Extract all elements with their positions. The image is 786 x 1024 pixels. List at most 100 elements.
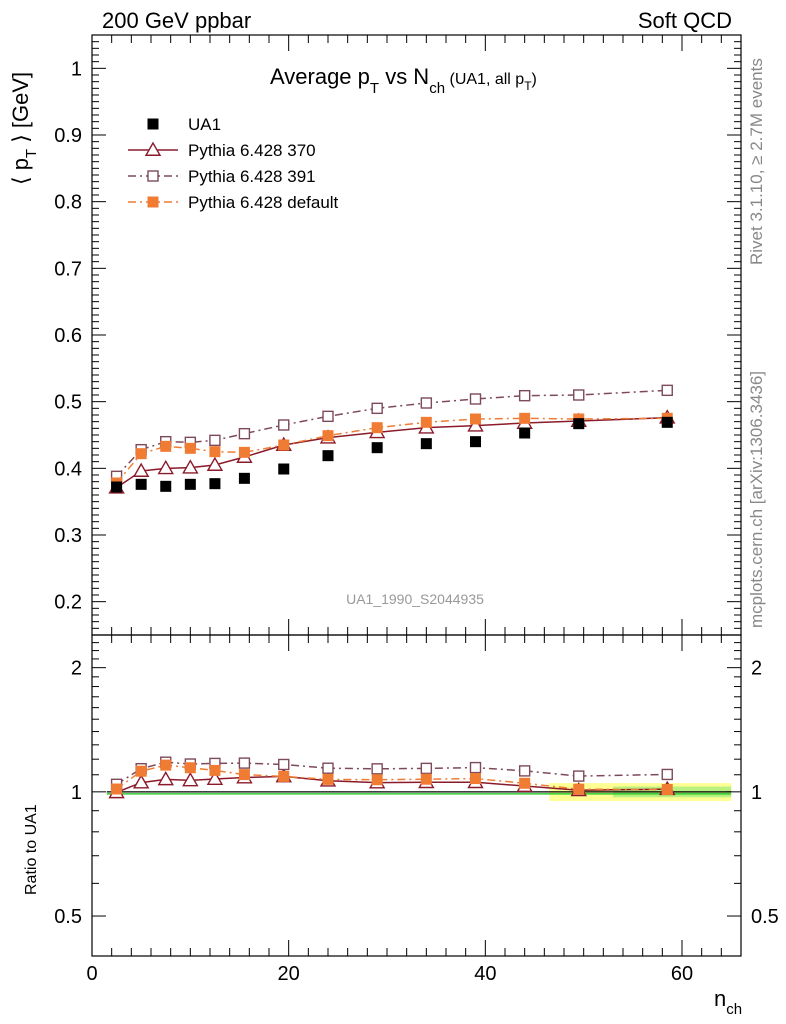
ratio-data-point (573, 770, 585, 782)
x-tick-label: 60 (671, 963, 693, 985)
rivet-version-label: Rivet 3.1.10, ≥ 2.7M events (747, 58, 766, 265)
main-y-tick-label: 0.4 (54, 458, 82, 480)
main-data-point (206, 456, 224, 471)
ratio-data-point (111, 783, 123, 795)
legend-label: Pythia 6.428 391 (188, 167, 316, 186)
ratio-data-point (160, 759, 172, 771)
ratio-data-point (278, 758, 290, 771)
ratio-y-tick-label: 1 (71, 782, 82, 804)
main-data-point (519, 412, 531, 424)
main-data-point (322, 430, 334, 442)
legend-marker (147, 118, 159, 130)
ratio-data-point (322, 762, 334, 774)
main-data-point (132, 462, 150, 477)
main-y-axis-label: ⟨ pT ⟩ [GeV] (8, 72, 40, 185)
analysis-watermark: UA1_1990_S2044935 (346, 591, 484, 607)
ratio-data-point (135, 765, 147, 777)
main-y-tick-label: 0.7 (54, 258, 82, 280)
main-data-point (238, 446, 250, 458)
ratio-data-point (278, 770, 290, 782)
main-y-tick-label: 0.8 (54, 192, 82, 214)
legend-item: Pythia 6.428 default (128, 193, 339, 212)
ratio-data-point (132, 774, 150, 789)
main-data-point (278, 463, 290, 475)
main-data-point (573, 389, 585, 401)
main-data-point (209, 446, 221, 458)
main-data-point (238, 472, 250, 484)
ratio-data-point (470, 773, 481, 785)
main-data-point (519, 427, 531, 439)
legend-label: Pythia 6.428 370 (188, 141, 316, 160)
main-data-point (278, 419, 290, 431)
main-data-point (467, 417, 484, 432)
main-y-tick-label: 0.2 (54, 592, 82, 614)
main-y-tick-label: 0.9 (54, 125, 82, 147)
main-data-point (157, 459, 174, 475)
legend-label: UA1 (188, 115, 221, 134)
main-data-point (420, 397, 433, 409)
main-data-point (420, 438, 432, 450)
main-data-point (209, 478, 221, 490)
header-left: 200 GeV ppbar (102, 8, 251, 33)
main-y-tick-label: 0.3 (54, 525, 82, 547)
main-y-tick-label: 1 (71, 58, 82, 80)
legend-marker (147, 196, 159, 208)
main-data-point (518, 389, 531, 402)
ratio-y-tick-label: 0.5 (54, 906, 82, 928)
main-data-point (135, 448, 147, 460)
main-data-point (209, 434, 221, 447)
ratio-data-point (322, 773, 334, 785)
ratio-data-point (157, 770, 174, 786)
ratio-y-axis: 0.5 1 2 0.5 1 2 (54, 634, 779, 957)
main-data-point (469, 393, 482, 405)
main-y-tick-label: 0.5 (54, 392, 82, 414)
main-data-point (371, 402, 383, 415)
main-data-point (111, 481, 123, 493)
ratio-y-axis-label: Ratio to UA1 (23, 804, 40, 895)
ratio-data-point (420, 773, 432, 785)
mcplots-label: mcplots.cern.ch [arXiv:1306.3436] (747, 371, 766, 628)
main-data-point (160, 440, 172, 452)
legend-label: Pythia 6.428 default (188, 193, 339, 212)
ratio-data-point (371, 763, 383, 775)
main-plot-panel: 0.2 0.3 0.4 0.5 0.6 0.7 0.8 0.9 1 Average pT vs … (8, 34, 742, 636)
ratio-data-point (420, 762, 433, 775)
main-data-point (661, 416, 673, 428)
ratio-data-point (661, 768, 673, 781)
main-series-line (116, 417, 668, 484)
ratio-data-point (238, 757, 251, 769)
main-data-point (322, 450, 334, 462)
ratio-plot-panel: 0.5 1 2 0.5 1 2 0 20 40 60 Ratio to UA1 nch (23, 634, 779, 1018)
ratio-y-tick-label-right: 0.5 (751, 906, 779, 928)
ratio-data-point (371, 774, 383, 786)
ratio-data-point (661, 784, 673, 796)
ratio-y-tick-label-right: 1 (751, 782, 762, 804)
main-series-line (116, 416, 668, 489)
ratio-data-point (238, 769, 250, 781)
main-data-point (278, 439, 290, 451)
ratio-series-group (108, 756, 676, 799)
main-data-point (238, 427, 251, 440)
ratio-data-point (184, 762, 196, 774)
main-data-point (371, 422, 383, 434)
ratio-data-point (182, 771, 199, 787)
main-series-2 (111, 412, 673, 489)
ratio-data-point (519, 777, 531, 789)
x-tick-label: 0 (86, 963, 97, 985)
main-plot-title: Average pT vs Nch (UA1, all pT) (270, 64, 537, 97)
ratio-x-axis: 0 20 40 60 (86, 635, 742, 985)
legend-item: Pythia 6.428 370 (128, 141, 316, 160)
main-y-axis: 0.2 0.3 0.4 0.5 0.6 0.7 0.8 0.9 1 (54, 34, 741, 636)
ratio-series-line (116, 761, 668, 785)
main-series-3 (111, 416, 673, 493)
ratio-y-tick-label-right: 2 (751, 658, 762, 680)
main-data-point (420, 416, 432, 428)
ratio-data-point (573, 783, 585, 795)
legend-item: Pythia 6.428 391 (128, 167, 316, 186)
main-data-point (371, 442, 383, 454)
legend-marker (144, 141, 162, 156)
header-right: Soft QCD (638, 8, 732, 33)
main-series-line (116, 389, 668, 477)
main-data-point (470, 436, 481, 448)
main-series-group (108, 384, 676, 494)
